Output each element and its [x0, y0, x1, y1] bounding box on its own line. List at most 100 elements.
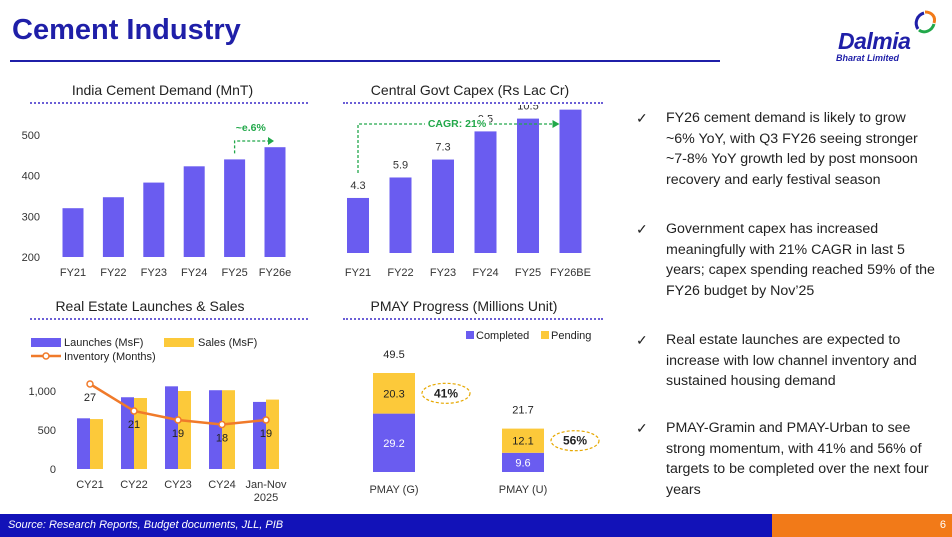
cagr-label-bg — [425, 117, 489, 131]
total-value-label: 49.5 — [383, 349, 404, 361]
x-tick-label: FY23 — [141, 267, 167, 279]
dalmia-logo: Dalmia Bharat Limited — [832, 8, 942, 66]
demand-bar — [143, 182, 165, 257]
x-tick-label: PMAY (G) — [369, 484, 418, 496]
launches-bar — [165, 386, 178, 469]
inventory-marker — [262, 416, 270, 424]
y-tick-label: 200 — [22, 252, 40, 264]
x-tick-label: FY21 — [345, 267, 371, 279]
capex-bar — [517, 118, 539, 253]
footer-orange-band — [772, 514, 952, 537]
inventory-marker — [174, 416, 182, 424]
legend-pending-label: Pending — [551, 330, 591, 342]
bullet-text: PMAY-Gramin and PMAY-Urban to see strong… — [666, 420, 929, 498]
demand-bar — [183, 166, 205, 257]
page-title: Cement Industry — [12, 14, 241, 46]
demand-bar — [264, 147, 286, 257]
launches-bar — [121, 397, 134, 469]
cement-demand-divider — [30, 102, 308, 104]
sales-bar — [134, 398, 147, 469]
capex-bar — [389, 177, 412, 253]
sales-bar — [266, 399, 279, 469]
x-tick-label: FY24 — [472, 267, 498, 279]
real-estate-divider — [30, 318, 308, 320]
demand-bar — [102, 197, 124, 257]
x-tick-label: PMAY (U) — [499, 484, 548, 496]
x-tick-label: CY24 — [208, 479, 236, 491]
legend-inventory-label: Inventory (Months) — [64, 351, 156, 363]
pmay-divider — [343, 318, 603, 320]
check-icon: ✓ — [636, 110, 648, 126]
sales-bar — [222, 390, 235, 469]
real-estate-chart: Launches (MsF) Sales (MsF) Inventory (Mont… — [28, 337, 287, 504]
y-tick-label: 400 — [22, 171, 40, 183]
x-tick-label: FY22 — [100, 267, 126, 279]
real-estate-title: Real Estate Launches & Sales — [55, 298, 245, 314]
inventory-label: 27 — [84, 392, 96, 404]
bullet-text: Real estate launches are expected to inc… — [666, 332, 917, 389]
y-tick-label: 300 — [22, 211, 40, 223]
x-tick-label: FY21 — [60, 267, 86, 279]
logo-swirl-icon — [914, 10, 936, 34]
inventory-label: 21 — [128, 419, 140, 431]
demand-bar — [224, 159, 246, 257]
x-tick-label: FY24 — [181, 267, 207, 279]
pending-bar — [502, 428, 544, 453]
inventory-label: 19 — [172, 428, 184, 440]
x-tick-label: FY25 — [515, 267, 541, 279]
completed-value-label: 9.6 — [515, 457, 530, 469]
footer-bar: Source: Research Reports, Budget documen… — [0, 514, 952, 537]
x-tick-label: CY23 — [164, 479, 192, 491]
growth-annotation: ~e.6% — [236, 122, 267, 134]
capex-bar — [432, 159, 454, 253]
y-tick-label: 1,000 — [28, 386, 56, 398]
x-tick-label: FY25 — [221, 267, 247, 279]
legend-launches-swatch — [31, 338, 61, 347]
growth-arrow-line — [233, 140, 269, 154]
inventory-marker — [130, 407, 138, 415]
sales-bar — [90, 419, 103, 469]
pending-share-label: 56% — [563, 434, 587, 448]
cagr-arrow-head — [552, 120, 560, 128]
legend-inventory-marker — [42, 352, 50, 360]
completed-bar — [373, 413, 415, 472]
cagr-arrow-line — [357, 123, 553, 173]
total-value-label: 21.7 — [512, 405, 533, 417]
capex-value-label: 5.9 — [393, 159, 408, 171]
logo-word: Dalmia — [838, 28, 911, 54]
y-tick-label: 500 — [22, 130, 40, 142]
footer-blue-band — [0, 514, 772, 537]
capex-bar — [474, 131, 497, 253]
legend-launches-label: Launches (MsF) — [64, 337, 143, 349]
bullet-text: Government capex has increased meaningfu… — [666, 221, 935, 299]
capex-bar — [347, 197, 369, 253]
x-tick-label: CY22 — [120, 479, 148, 491]
x-tick-label: Jan-Nov — [246, 479, 287, 491]
y-tick-label: 0 — [50, 464, 56, 476]
legend-sales-label: Sales (MsF) — [198, 337, 257, 349]
check-icon: ✓ — [636, 332, 648, 348]
inventory-marker — [86, 380, 94, 388]
legend-pending-swatch — [541, 331, 549, 339]
cagr-annotation: CAGR: 21% — [428, 118, 487, 130]
logo-subtitle: Bharat Limited — [836, 53, 900, 63]
sales-bar — [178, 391, 191, 469]
bullet-text: FY26 cement demand is likely to grow ~6%… — [666, 110, 918, 188]
cement-demand-chart: 200 300 400 500 FY21 FY22 FY23 FY24 FY25 FY26e ~e.… — [22, 122, 292, 279]
capex-bar — [559, 109, 582, 253]
launches-bar — [77, 418, 90, 469]
source-note: Source: Research Reports, Budget documen… — [8, 519, 284, 531]
capex-value-label: 7.3 — [435, 142, 450, 154]
cement-demand-title: India Cement Demand (MnT) — [71, 82, 254, 98]
y-tick-label: 500 — [38, 425, 56, 437]
title-underline — [10, 60, 720, 62]
legend-sales-swatch — [164, 338, 194, 347]
completed-value-label: 29.2 — [383, 438, 404, 450]
check-icon: ✓ — [636, 221, 648, 237]
capex-value-label: 4.3 — [350, 180, 365, 192]
pending-value-label: 12.1 — [512, 436, 533, 448]
demand-bar — [62, 208, 84, 257]
x-tick-label: FY23 — [430, 267, 456, 279]
govt-capex-chart: 4.3FY215.9FY227.3FY239.5FY2410.5FY2511.2… — [345, 105, 591, 279]
govt-capex-title: Central Govt Capex (Rs Lac Cr) — [370, 82, 570, 98]
